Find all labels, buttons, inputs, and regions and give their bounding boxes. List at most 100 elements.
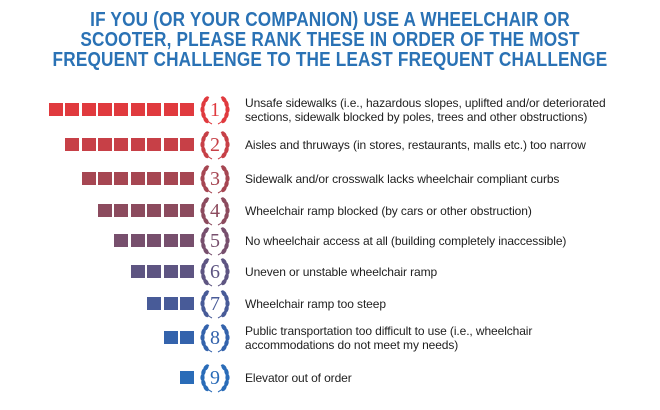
rank-number: 2 (210, 134, 220, 156)
challenge-label-line: Wheelchair ramp blocked (by cars or othe… (245, 204, 532, 218)
laurel-wreath-icon (200, 197, 230, 226)
bar-square (147, 138, 162, 151)
bar-square (98, 172, 112, 185)
bar-square (180, 204, 194, 217)
challenge-label: Elevator out of order (245, 371, 645, 385)
bar-square (81, 138, 96, 151)
challenge-label: Aisles and thruways (in stores, restaura… (245, 138, 645, 152)
bar-square (130, 265, 145, 278)
bar-squares (0, 323, 200, 353)
bar-square (114, 204, 129, 217)
rank-number: 4 (210, 200, 220, 222)
bar-square (147, 204, 162, 217)
rank-number: 9 (210, 367, 220, 389)
rank-row: 7 Wheelchair ramp too steep (0, 289, 660, 319)
laurel-wreath-icon (200, 324, 230, 353)
rank-row: 2 Aisles and thruways (in stores, restaur… (0, 130, 660, 160)
laurel-wreath-icon (200, 364, 230, 393)
bar-square (130, 103, 145, 116)
rank-number: 6 (210, 261, 220, 283)
challenge-label: Wheelchair ramp blocked (by cars or othe… (245, 204, 645, 218)
rank-row: 3 Sidewalk and/or crosswalk lacks wheelch… (0, 164, 660, 194)
bar-square (180, 265, 194, 278)
bar-square (163, 265, 178, 278)
bar-square (147, 103, 162, 116)
bar-square (98, 103, 112, 116)
bar-square (180, 138, 194, 151)
rank-row: 9 Elevator out of order (0, 363, 660, 393)
laurel-wreath-icon (200, 131, 230, 160)
rank-number: 3 (210, 168, 220, 190)
bar-square (48, 103, 63, 116)
bar-squares (0, 130, 200, 160)
bar-square (163, 234, 178, 247)
challenge-label: Public transportation too difficult to u… (245, 324, 645, 352)
challenge-label-line: Uneven or unstable wheelchair ramp (245, 265, 438, 279)
challenge-label-line: Wheelchair ramp too steep (245, 297, 386, 311)
challenge-label-line: No wheelchair access at all (building co… (245, 234, 567, 248)
challenge-label: Wheelchair ramp too steep (245, 297, 645, 311)
bar-square (180, 172, 194, 185)
bar-square (180, 331, 194, 344)
bar-square (130, 204, 145, 217)
bar-square (65, 103, 80, 116)
title-line-2: SCOOTER, PLEASE RANK THESE IN ORDER OF T… (80, 29, 580, 51)
bar-square (130, 234, 145, 247)
chart-title: IF YOU (OR YOUR COMPANION) USE A WHEELCH… (46, 10, 614, 70)
rank-number: 1 (210, 99, 220, 121)
bar-square (180, 234, 194, 247)
bar-square (180, 371, 194, 384)
bar-square (147, 234, 162, 247)
challenge-label-line: accommodations do not meet my needs) (245, 338, 459, 352)
laurel-wreath-icon (200, 258, 230, 287)
title-line-3: FREQUENT CHALLENGE TO THE LEAST FREQUENT… (52, 49, 608, 71)
challenge-label-line: Sidewalk and/or crosswalk lacks wheelcha… (245, 172, 560, 186)
challenge-label-line: Elevator out of order (245, 371, 352, 385)
bar-square (114, 234, 129, 247)
laurel-wreath-icon (200, 165, 230, 194)
bar-square (98, 138, 112, 151)
bar-square (180, 103, 194, 116)
rank-row: 1 Unsafe sidewalks (i.e., hazardous slope… (0, 95, 660, 125)
bar-square (163, 204, 178, 217)
laurel-wreath-icon (200, 227, 230, 256)
bar-squares (0, 164, 200, 194)
rank-number: 5 (210, 230, 220, 252)
laurel-wreath-icon (200, 290, 230, 319)
bar-square (163, 138, 178, 151)
bar-square (163, 172, 178, 185)
bar-square (114, 103, 129, 116)
bar-square (98, 204, 112, 217)
rank-number: 7 (210, 293, 220, 315)
rank-number: 8 (210, 327, 220, 349)
bar-squares (0, 257, 200, 287)
bar-square (114, 138, 129, 151)
bar-square (147, 297, 162, 310)
bar-square (147, 265, 162, 278)
bar-squares (0, 289, 200, 319)
bar-squares (0, 226, 200, 256)
bar-squares (0, 95, 200, 125)
challenge-label: Unsafe sidewalks (i.e., hazardous slopes… (245, 96, 645, 124)
bar-square (180, 297, 194, 310)
bar-square (163, 331, 178, 344)
title-line-1: IF YOU (OR YOUR COMPANION) USE A WHEELCH… (90, 9, 570, 31)
rank-row: 6 Uneven or unstable wheelchair ramp (0, 257, 660, 287)
challenge-label: No wheelchair access at all (building co… (245, 234, 645, 248)
challenge-label-line: Public transportation too difficult to u… (245, 324, 533, 338)
challenge-label-line: Unsafe sidewalks (i.e., hazardous slopes… (245, 96, 606, 110)
challenge-label-line: Aisles and thruways (in stores, restaura… (245, 138, 586, 152)
laurel-wreath-icon (200, 96, 230, 125)
rank-row: 5 No wheelchair access at all (building c… (0, 226, 660, 256)
challenge-label-line: sections, sidewalk blocked by poles, tre… (245, 110, 588, 124)
bar-squares (0, 196, 200, 226)
challenge-label: Uneven or unstable wheelchair ramp (245, 265, 645, 279)
bar-square (163, 297, 178, 310)
bar-square (147, 172, 162, 185)
bar-squares (0, 363, 200, 393)
bar-square (65, 138, 80, 151)
bar-square (130, 138, 145, 151)
challenge-label: Sidewalk and/or crosswalk lacks wheelcha… (245, 172, 645, 186)
bar-square (81, 103, 96, 116)
